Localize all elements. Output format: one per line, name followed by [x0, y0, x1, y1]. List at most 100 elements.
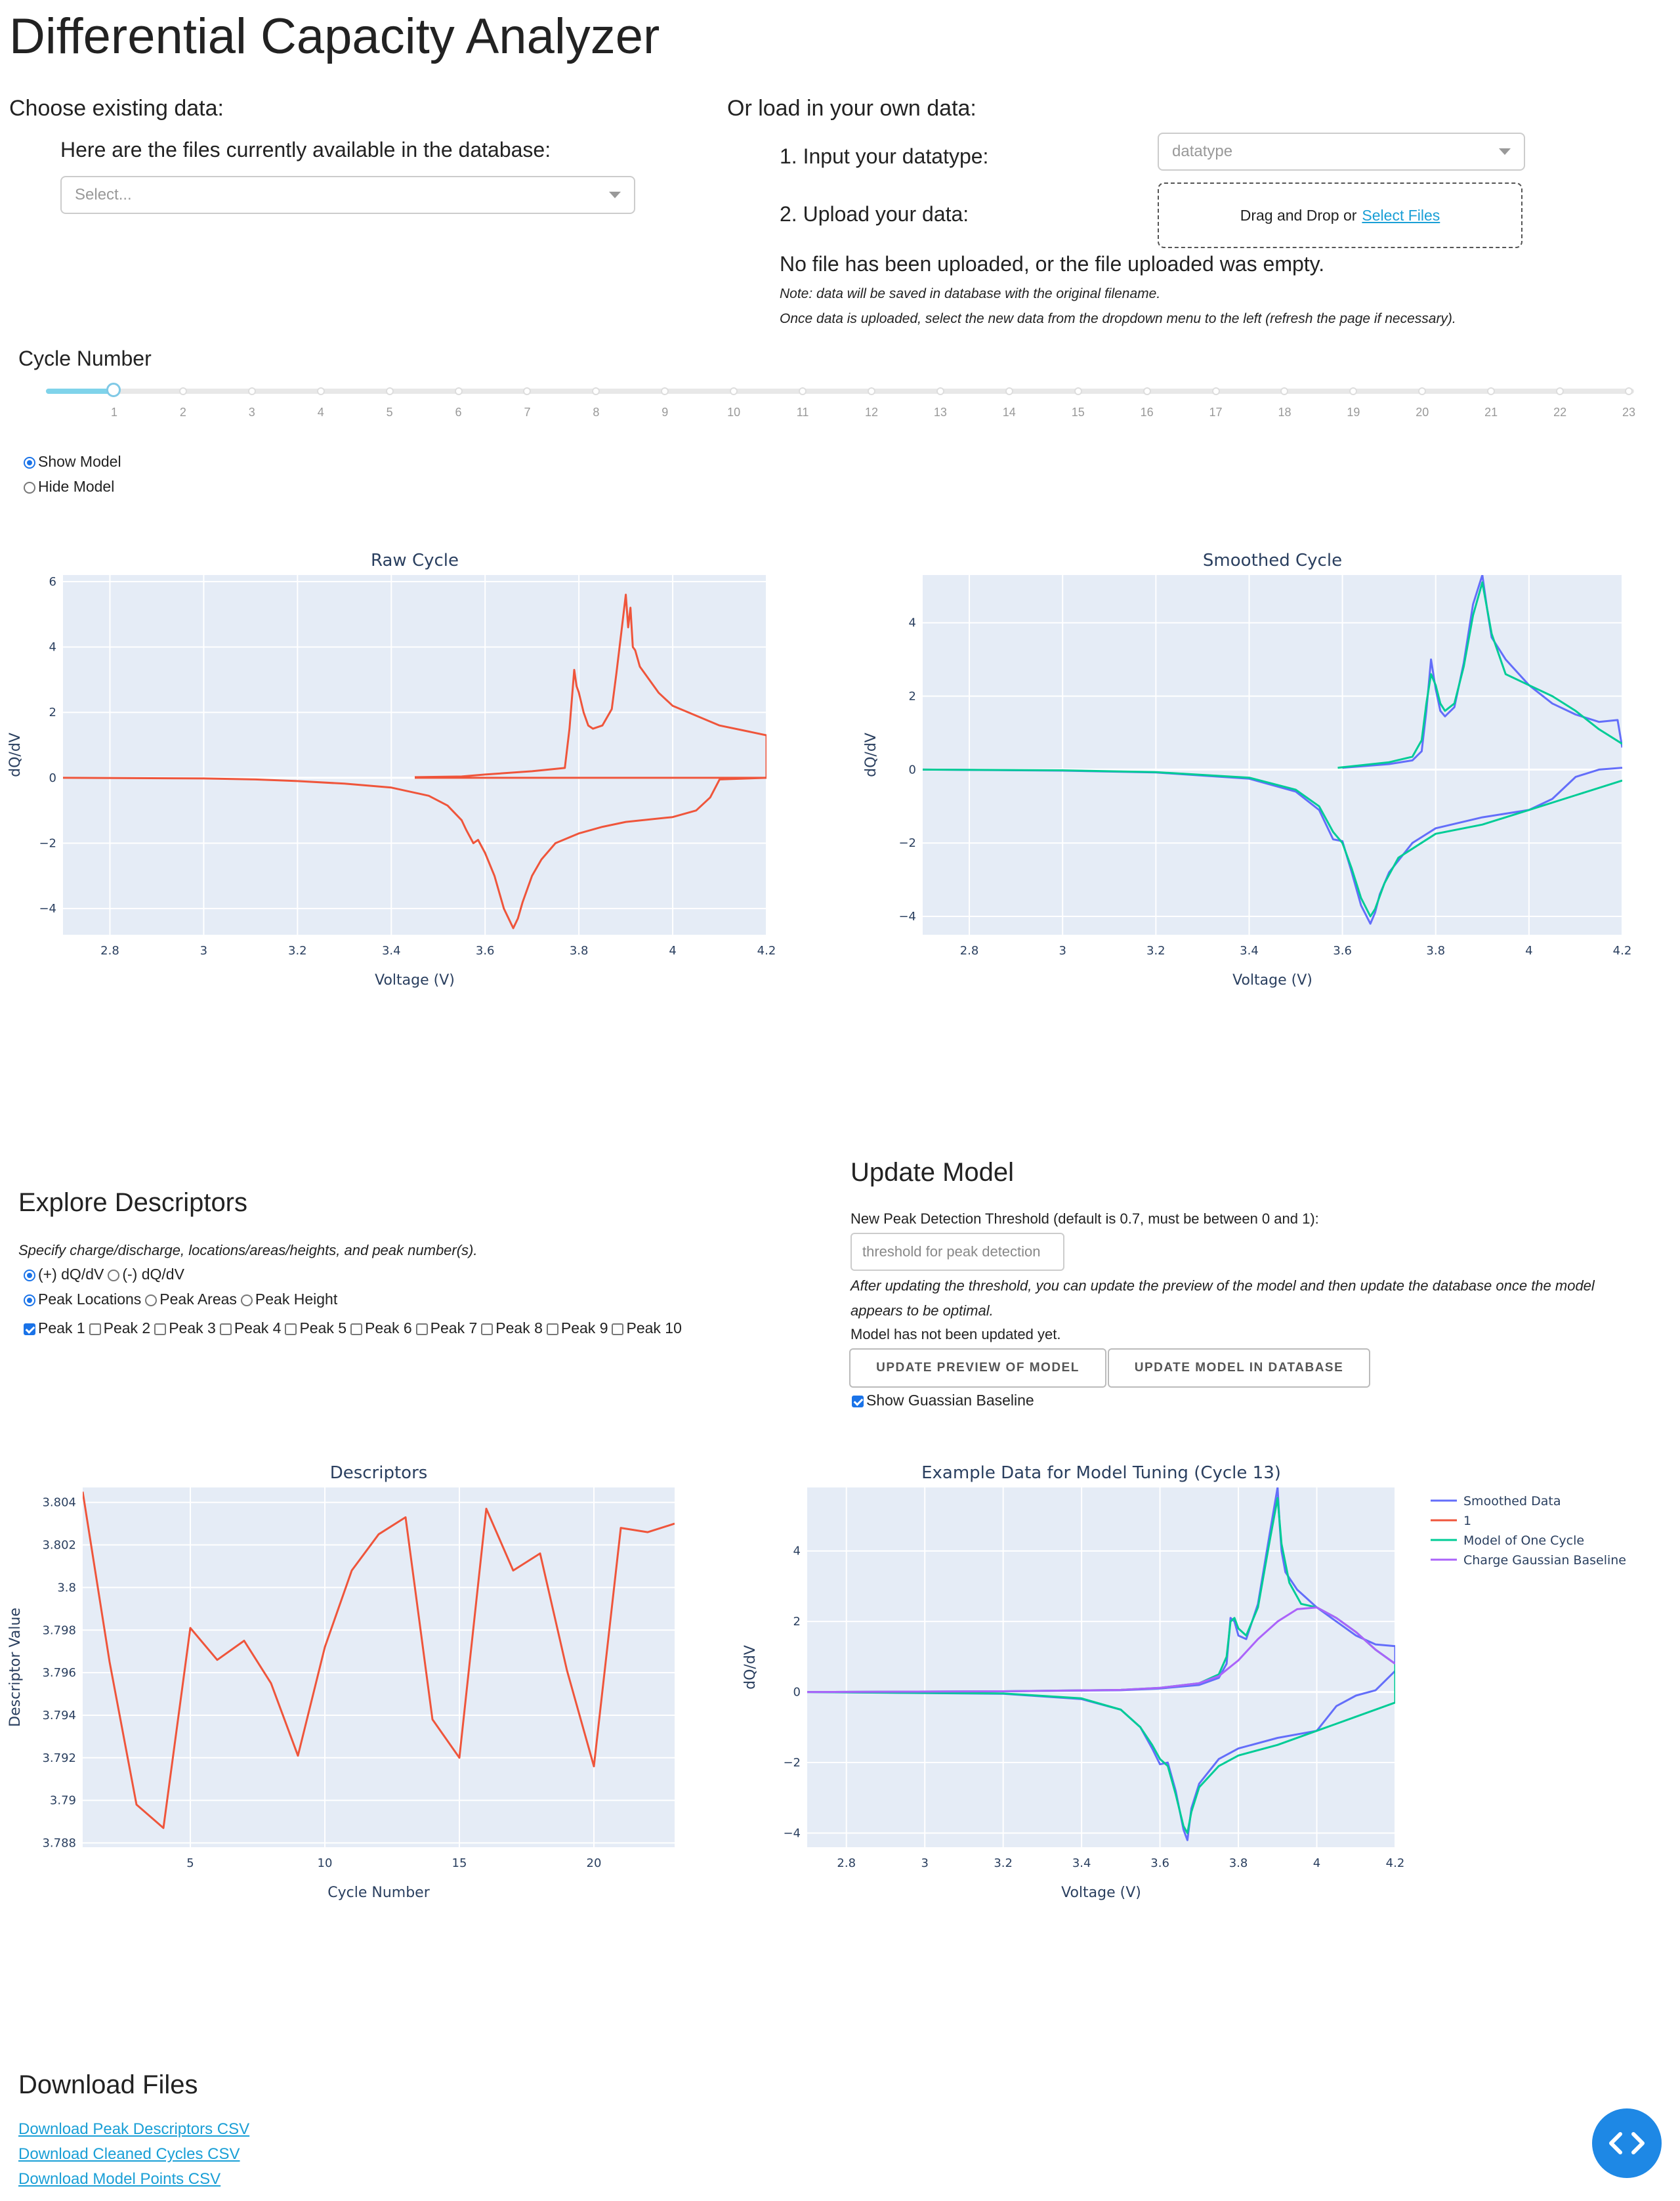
peak-7-option-chk[interactable] — [415, 1323, 428, 1335]
peak-10-option[interactable]: Peak 10 — [612, 1319, 682, 1336]
show-model-option[interactable]: Show Model — [24, 453, 121, 471]
slider-dot[interactable] — [1556, 387, 1564, 395]
peak-locations-option-radio[interactable] — [24, 1294, 35, 1306]
datatype-dropdown[interactable]: datatype — [1158, 133, 1525, 171]
charge-option-radio[interactable] — [24, 1269, 35, 1281]
file-dropdown[interactable]: Select... — [60, 176, 635, 214]
peak-3-option[interactable]: Peak 3 — [154, 1319, 216, 1336]
slider-dot[interactable] — [247, 387, 256, 395]
peak-4-option-chk[interactable] — [219, 1323, 232, 1335]
hide-model-option[interactable]: Hide Model — [24, 478, 114, 496]
slider-dot[interactable] — [868, 387, 875, 395]
slider-mark-label[interactable]: 5 — [386, 406, 393, 419]
slider-mark-label[interactable]: 6 — [455, 406, 462, 419]
peak-8-option[interactable]: Peak 8 — [481, 1319, 543, 1336]
slider-dot[interactable] — [178, 387, 187, 395]
slider-mark-label[interactable]: 17 — [1209, 406, 1223, 419]
debug-menu-button[interactable] — [1592, 2108, 1662, 2178]
peak-5-option-chk[interactable] — [285, 1323, 297, 1335]
slider-mark-label[interactable]: 1 — [110, 406, 117, 419]
peak-4-option[interactable]: Peak 4 — [219, 1319, 281, 1336]
peak-9-option[interactable]: Peak 9 — [546, 1319, 608, 1336]
smoothed-cycle-chart[interactable]: 2.8 3 3.2 3.4 3.6 3.8 4 4.2 −4 −2 0 2 4 Smoothed Cycl… — [847, 545, 1680, 998]
slider-mark-label[interactable]: 18 — [1278, 406, 1292, 419]
slider-mark-label[interactable]: 2 — [179, 406, 186, 419]
slider-dot[interactable] — [1211, 387, 1220, 395]
download-cleaned-cycles-link[interactable]: Download Cleaned Cycles CSV — [18, 2145, 240, 2163]
slider-mark-label[interactable]: 11 — [796, 406, 809, 419]
peak-3-option-chk[interactable] — [154, 1323, 167, 1335]
slider-mark-label[interactable]: 9 — [662, 406, 669, 419]
peak-1-option-chk[interactable] — [24, 1323, 35, 1335]
peak-8-option-chk[interactable] — [481, 1323, 494, 1335]
peak-2-option-chk[interactable] — [89, 1323, 101, 1335]
peak-6-option[interactable]: Peak 6 — [350, 1319, 412, 1336]
slider-dot[interactable] — [1143, 387, 1151, 395]
peak-7-option[interactable]: Peak 7 — [415, 1319, 477, 1336]
gaussian-baseline-option[interactable]: Show Guassian Baseline — [852, 1392, 1034, 1409]
update-database-button[interactable]: UPDATE MODEL IN DATABASE — [1108, 1348, 1370, 1388]
slider-dot[interactable] — [523, 387, 532, 395]
legend-label: Charge Gaussian Baseline — [1463, 1553, 1626, 1568]
charge-option[interactable]: (+) dQ/dV — [24, 1266, 104, 1283]
peak-height-option[interactable]: Peak Height — [240, 1291, 337, 1308]
slider-mark-label[interactable]: 19 — [1347, 406, 1360, 419]
slider-dot[interactable] — [316, 387, 325, 395]
peak-10-option-chk[interactable] — [612, 1323, 624, 1335]
slider-dot[interactable] — [1625, 387, 1633, 395]
peak-height-option-radio[interactable] — [240, 1294, 253, 1306]
download-peak-descriptors-link[interactable]: Download Peak Descriptors CSV — [18, 2120, 250, 2138]
slider-dot[interactable] — [730, 387, 738, 395]
threshold-input[interactable]: threshold for peak detection — [850, 1233, 1064, 1271]
show-model-radio[interactable] — [24, 456, 35, 469]
raw-cycle-chart[interactable]: 2.8 3 3.2 3.4 3.6 3.8 4 4.2 −4 −2 0 2 4 6 Raw Cycle Vol… — [0, 545, 814, 998]
gaussian-baseline-checkbox[interactable] — [852, 1395, 864, 1407]
slider-mark-label[interactable]: 14 — [1002, 406, 1016, 419]
peak-locations-option[interactable]: Peak Locations — [24, 1291, 141, 1308]
slider-dot[interactable] — [1280, 387, 1289, 395]
peak-areas-option[interactable]: Peak Areas — [145, 1291, 237, 1308]
descriptors-chart[interactable]: 5 10 15 20 3.788 3.79 3.792 3.794 3.796 3.798 3.8 3… — [0, 1457, 696, 1910]
peak-9-option-chk[interactable] — [546, 1323, 558, 1335]
slider-mark-label[interactable]: 22 — [1553, 406, 1567, 419]
slider-dot[interactable] — [799, 387, 807, 395]
discharge-option-radio[interactable] — [108, 1269, 120, 1281]
peak-1-option[interactable]: Peak 1 — [24, 1319, 85, 1336]
example-data-chart[interactable]: 2.8 3 3.2 3.4 3.6 3.8 4 4.2 −4 −2 0 2 4 Example Data … — [735, 1457, 1680, 1910]
slider-dot[interactable] — [1349, 387, 1358, 395]
slider-mark-label[interactable]: 16 — [1140, 406, 1154, 419]
peak-6-option-chk[interactable] — [350, 1323, 363, 1335]
cycle-slider[interactable]: 1 2 3 4 5 6 7 8 9 10 11 12 13 14 15 16 17 18 19 20 21 22 23 — [46, 383, 1635, 425]
peak-5-option[interactable]: Peak 5 — [285, 1319, 346, 1336]
slider-dot[interactable] — [454, 387, 463, 395]
slider-mark-label[interactable]: 4 — [317, 406, 324, 419]
slider-handle[interactable] — [106, 383, 121, 397]
update-preview-button[interactable]: UPDATE PREVIEW OF MODEL — [849, 1348, 1106, 1388]
hide-model-radio[interactable] — [24, 481, 35, 494]
slider-dot[interactable] — [1074, 387, 1082, 395]
slider-mark-label[interactable]: 23 — [1622, 406, 1636, 419]
slider-dot[interactable] — [1487, 387, 1496, 395]
slider-mark-label[interactable]: 8 — [593, 406, 600, 419]
discharge-option[interactable]: (-) dQ/dV — [108, 1266, 184, 1283]
slider-dot[interactable] — [661, 387, 669, 395]
peak-areas-option-radio[interactable] — [145, 1294, 158, 1306]
slider-mark-label[interactable]: 10 — [727, 406, 741, 419]
slider-mark-label[interactable]: 13 — [933, 406, 947, 419]
peak-2-option[interactable]: Peak 2 — [89, 1319, 150, 1336]
y-tick-label: 3.796 — [42, 1666, 76, 1680]
slider-dot[interactable] — [936, 387, 944, 395]
slider-mark-label[interactable]: 20 — [1416, 406, 1429, 419]
upload-dropzone[interactable]: Drag and Drop or Select Files — [1158, 182, 1522, 248]
slider-mark-label[interactable]: 15 — [1071, 406, 1085, 419]
slider-dot[interactable] — [1418, 387, 1427, 395]
slider-dot[interactable] — [1005, 387, 1013, 395]
download-model-points-link[interactable]: Download Model Points CSV — [18, 2170, 221, 2188]
select-files-link[interactable]: Select Files — [1362, 206, 1440, 224]
slider-dot[interactable] — [385, 387, 394, 395]
slider-mark-label[interactable]: 12 — [864, 406, 879, 419]
slider-mark-label[interactable]: 3 — [248, 406, 255, 419]
slider-mark-label[interactable]: 21 — [1484, 406, 1498, 419]
slider-dot[interactable] — [592, 387, 600, 395]
slider-mark-label[interactable]: 7 — [524, 406, 531, 419]
